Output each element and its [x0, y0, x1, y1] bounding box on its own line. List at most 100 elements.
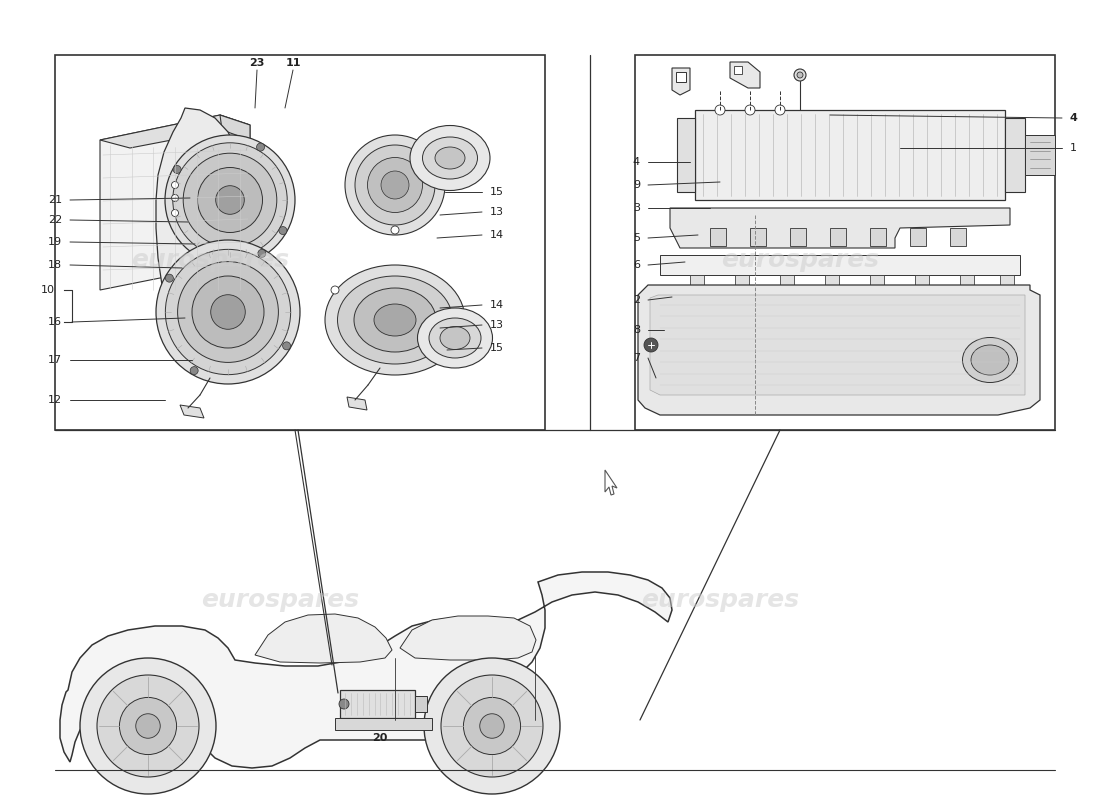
- Circle shape: [451, 346, 459, 354]
- Circle shape: [165, 135, 295, 265]
- Ellipse shape: [971, 345, 1009, 375]
- Bar: [915, 275, 930, 291]
- Text: eurospares: eurospares: [641, 588, 799, 612]
- Circle shape: [436, 181, 444, 189]
- Circle shape: [279, 226, 287, 234]
- Polygon shape: [730, 62, 760, 88]
- Text: 18: 18: [48, 260, 62, 270]
- Text: 14: 14: [490, 230, 504, 240]
- Circle shape: [190, 366, 198, 374]
- Circle shape: [339, 699, 349, 709]
- Text: 23: 23: [250, 58, 265, 68]
- Text: 14: 14: [490, 300, 504, 310]
- Ellipse shape: [374, 304, 416, 336]
- Circle shape: [198, 167, 263, 233]
- Bar: [635, 55, 1055, 430]
- Text: 8: 8: [632, 325, 640, 335]
- Circle shape: [345, 135, 446, 235]
- Text: 13: 13: [490, 320, 504, 330]
- Text: 11: 11: [285, 58, 300, 68]
- Circle shape: [196, 249, 204, 257]
- Circle shape: [165, 250, 290, 374]
- Circle shape: [794, 69, 806, 81]
- Text: 19: 19: [48, 237, 62, 247]
- Circle shape: [97, 675, 199, 777]
- Bar: [340, 690, 415, 718]
- Text: 16: 16: [48, 317, 62, 327]
- Text: eurospares: eurospares: [201, 588, 359, 612]
- Polygon shape: [670, 208, 1010, 248]
- Polygon shape: [255, 614, 392, 663]
- Polygon shape: [60, 572, 672, 768]
- Polygon shape: [660, 255, 1020, 275]
- Circle shape: [211, 294, 245, 330]
- Circle shape: [216, 186, 244, 214]
- Text: 1: 1: [1070, 143, 1077, 153]
- Text: 20: 20: [372, 733, 387, 743]
- Text: 13: 13: [490, 207, 504, 217]
- Text: 10: 10: [41, 285, 55, 295]
- Ellipse shape: [338, 276, 452, 364]
- Circle shape: [173, 142, 287, 258]
- Bar: [910, 228, 926, 246]
- Bar: [676, 72, 686, 82]
- Text: 12: 12: [48, 395, 62, 405]
- Circle shape: [381, 171, 409, 199]
- Bar: [55, 55, 544, 430]
- Circle shape: [177, 262, 278, 362]
- Polygon shape: [220, 115, 250, 140]
- Bar: [1005, 118, 1025, 192]
- Circle shape: [172, 194, 178, 202]
- Polygon shape: [156, 108, 245, 328]
- Circle shape: [480, 714, 504, 738]
- Polygon shape: [100, 115, 250, 148]
- Text: 9: 9: [632, 180, 640, 190]
- Text: 4: 4: [632, 157, 640, 167]
- Polygon shape: [672, 68, 690, 95]
- Circle shape: [192, 276, 264, 348]
- Circle shape: [283, 342, 290, 350]
- Circle shape: [776, 105, 785, 115]
- Circle shape: [367, 158, 422, 213]
- Polygon shape: [400, 616, 536, 660]
- Bar: [950, 228, 966, 246]
- Bar: [695, 110, 1005, 200]
- Bar: [780, 275, 794, 291]
- Circle shape: [644, 338, 658, 352]
- Circle shape: [120, 698, 177, 754]
- Circle shape: [355, 145, 434, 225]
- Bar: [735, 275, 749, 291]
- Bar: [690, 275, 704, 291]
- Bar: [870, 275, 884, 291]
- Bar: [710, 228, 726, 246]
- Ellipse shape: [422, 137, 477, 179]
- Text: 21: 21: [48, 195, 62, 205]
- Circle shape: [173, 166, 182, 174]
- Circle shape: [390, 226, 399, 234]
- Circle shape: [441, 675, 543, 777]
- Bar: [870, 228, 886, 246]
- Text: 17: 17: [48, 355, 62, 365]
- Text: 2: 2: [632, 295, 640, 305]
- Ellipse shape: [429, 318, 481, 358]
- Text: 3: 3: [632, 203, 640, 213]
- Ellipse shape: [434, 147, 465, 169]
- Text: eurospares: eurospares: [720, 248, 879, 272]
- Ellipse shape: [410, 126, 490, 190]
- Ellipse shape: [354, 288, 436, 352]
- Text: 4: 4: [1070, 113, 1078, 123]
- Text: 15: 15: [490, 187, 504, 197]
- Bar: [825, 275, 839, 291]
- Circle shape: [798, 72, 803, 78]
- Ellipse shape: [962, 338, 1018, 382]
- Text: 5: 5: [632, 233, 640, 243]
- Bar: [415, 696, 427, 712]
- Polygon shape: [346, 397, 367, 410]
- Text: eurospares: eurospares: [131, 248, 289, 272]
- Text: 15: 15: [490, 343, 504, 353]
- Text: 7: 7: [632, 353, 640, 363]
- Circle shape: [331, 286, 339, 294]
- Polygon shape: [638, 285, 1040, 415]
- Circle shape: [172, 182, 178, 189]
- Circle shape: [256, 143, 265, 151]
